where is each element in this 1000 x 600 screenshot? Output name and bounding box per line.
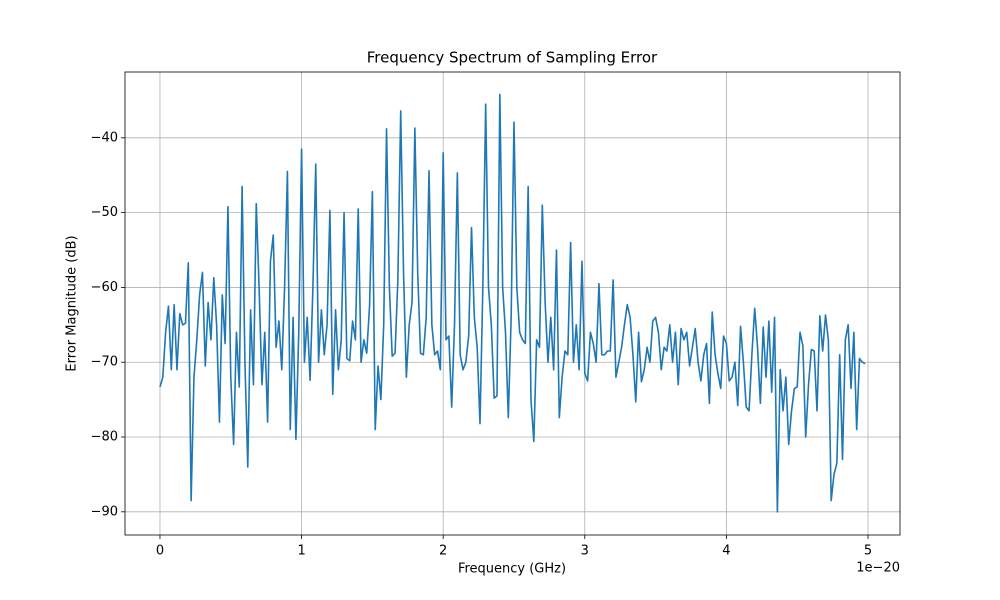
- plot-frame: [124, 71, 901, 536]
- y-tick-label: −50: [91, 205, 118, 220]
- y-axis-label: Error Magnitude (dB): [65, 235, 80, 371]
- chart-title: Frequency Spectrum of Sampling Error: [367, 49, 658, 67]
- y-tick-label: −80: [91, 430, 118, 445]
- x-tick-label: 1: [297, 544, 305, 559]
- x-axis-label: Frequency (GHz): [458, 562, 566, 577]
- x-tick-label: 5: [864, 544, 872, 559]
- y-tick-label: −70: [91, 355, 118, 370]
- x-tick-label: 3: [581, 544, 589, 559]
- x-tick-label: 2: [439, 544, 447, 559]
- x-tick-label: 4: [722, 544, 730, 559]
- x-offset-label: 1e−20: [856, 561, 900, 576]
- y-tick-label: −90: [91, 504, 118, 519]
- y-tick-label: −40: [91, 130, 118, 145]
- data-line: [159, 93, 866, 513]
- y-tick-label: −60: [91, 280, 118, 295]
- x-tick-label: 0: [156, 544, 164, 559]
